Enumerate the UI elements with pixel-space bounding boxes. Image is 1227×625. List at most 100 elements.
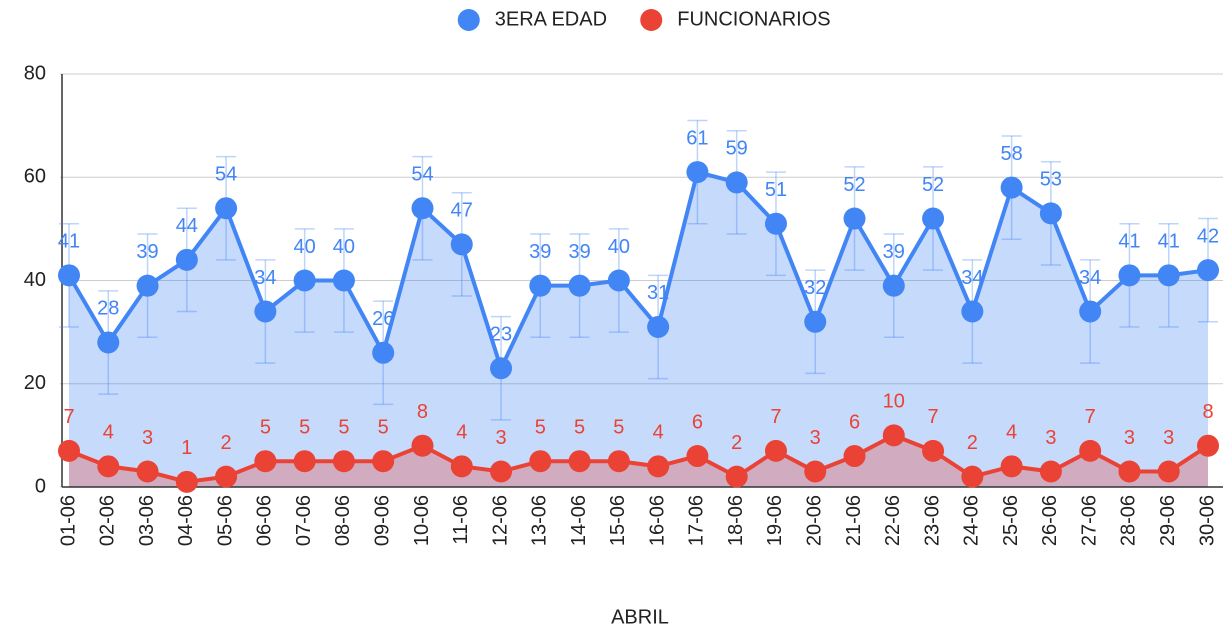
- data-label: 10: [883, 391, 905, 413]
- point: [607, 450, 630, 473]
- point: [215, 197, 238, 220]
- data-label: 5: [535, 416, 546, 438]
- data-label: 41: [58, 231, 80, 253]
- data-label: 26: [372, 308, 394, 330]
- data-label: 53: [1040, 169, 1062, 191]
- data-label: 8: [1202, 401, 1213, 423]
- point: [1157, 264, 1180, 287]
- point: [175, 248, 198, 271]
- data-label: 2: [731, 432, 742, 454]
- point: [1118, 460, 1141, 483]
- point: [647, 455, 670, 478]
- data-label: 5: [338, 416, 349, 438]
- x-tick-label: 17-06: [686, 495, 708, 546]
- data-label: 42: [1197, 225, 1219, 247]
- point: [97, 455, 120, 478]
- data-label: 40: [333, 236, 355, 258]
- x-axis-title: ABRIL: [611, 606, 669, 625]
- data-label: 4: [456, 422, 467, 444]
- x-tick-label: 07-06: [293, 495, 315, 546]
- data-label: 61: [686, 127, 708, 149]
- point: [568, 274, 591, 297]
- data-label: 3: [810, 427, 821, 449]
- data-label: 6: [849, 411, 860, 433]
- point: [58, 439, 80, 462]
- data-label: 34: [1079, 267, 1101, 289]
- data-label: 5: [613, 416, 624, 438]
- point: [332, 269, 355, 292]
- point: [1157, 460, 1180, 483]
- point: [490, 357, 513, 380]
- point: [922, 439, 945, 462]
- point: [1079, 439, 1102, 462]
- x-tick-label: 24-06: [961, 495, 983, 546]
- point: [136, 460, 159, 483]
- data-label: 59: [726, 138, 748, 160]
- data-label: 4: [103, 422, 114, 444]
- point: [411, 197, 434, 220]
- data-label: 5: [260, 416, 271, 438]
- legend-label: 3ERA EDAD: [495, 8, 607, 30]
- x-tick-label: 21-06: [843, 495, 865, 546]
- y-tick-label: 80: [24, 62, 46, 84]
- data-label: 7: [63, 406, 74, 428]
- x-tick-label: 25-06: [1000, 495, 1022, 546]
- data-label: 23: [490, 324, 512, 346]
- data-label: 5: [574, 416, 585, 438]
- point: [529, 274, 552, 297]
- point: [450, 233, 473, 256]
- data-label: 47: [451, 200, 473, 222]
- point: [961, 465, 984, 488]
- data-label: 41: [1118, 231, 1140, 253]
- point: [804, 310, 827, 333]
- area: [69, 172, 1208, 487]
- data-label: 40: [608, 236, 630, 258]
- point: [58, 264, 80, 287]
- point: [1000, 176, 1023, 199]
- point: [764, 439, 787, 462]
- point: [725, 171, 748, 194]
- data-label: 5: [378, 416, 389, 438]
- point: [332, 450, 355, 473]
- x-tick-label: 03-06: [136, 495, 158, 546]
- point: [882, 274, 905, 297]
- point: [293, 450, 316, 473]
- point: [686, 161, 709, 184]
- point: [764, 212, 787, 235]
- data-label: 51: [765, 179, 787, 201]
- data-label: 7: [770, 406, 781, 428]
- point: [843, 207, 866, 230]
- x-tick-label: 15-06: [607, 495, 629, 546]
- x-tick-label: 27-06: [1078, 495, 1100, 546]
- x-tick-label: 01-06: [57, 495, 79, 546]
- x-tick-label: 14-06: [568, 495, 590, 546]
- y-tick-label: 60: [24, 166, 46, 188]
- data-label: 4: [653, 422, 664, 444]
- y-tick-label: 40: [24, 269, 46, 291]
- point: [686, 445, 709, 468]
- x-tick-label: 05-06: [214, 495, 236, 546]
- point: [647, 315, 670, 338]
- x-tick-label: 26-06: [1039, 495, 1061, 546]
- data-label: 2: [221, 432, 232, 454]
- data-label: 3: [1163, 427, 1174, 449]
- data-label: 39: [529, 241, 551, 263]
- point: [961, 300, 984, 323]
- data-label: 54: [411, 164, 433, 186]
- data-label: 32: [804, 277, 826, 299]
- x-tick-label: 30-06: [1196, 495, 1218, 546]
- x-tick-label: 04-06: [175, 495, 197, 546]
- data-label: 3: [1124, 427, 1135, 449]
- point: [1197, 259, 1219, 282]
- data-label: 40: [294, 236, 316, 258]
- point: [529, 450, 552, 473]
- legend-marker: [640, 9, 663, 31]
- point: [136, 274, 159, 297]
- point: [882, 424, 905, 447]
- data-label: 3: [495, 427, 506, 449]
- point: [372, 341, 395, 364]
- y-tick-label: 0: [35, 475, 46, 497]
- point: [843, 445, 866, 468]
- data-label: 7: [928, 406, 939, 428]
